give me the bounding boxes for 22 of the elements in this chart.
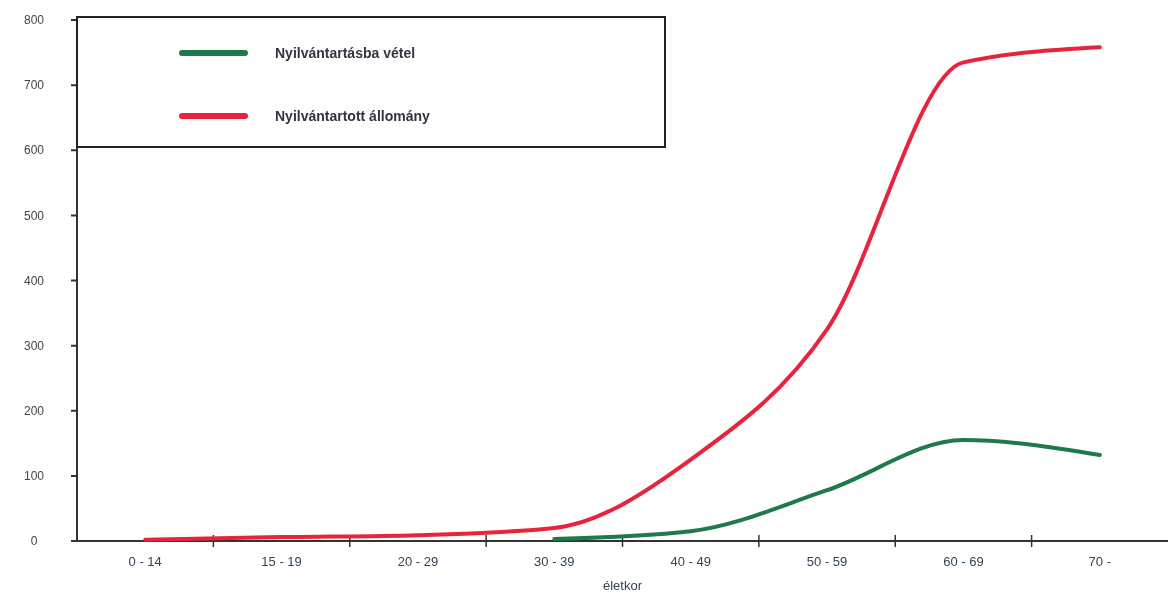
x-tick-label: 0 - 14 — [128, 554, 162, 569]
y-tick-label: 100 — [23, 469, 45, 484]
x-tick-label: 15 - 19 — [261, 554, 302, 569]
y-tick-label: 600 — [23, 143, 45, 158]
x-tick-label: 60 - 69 — [943, 554, 984, 569]
x-tick-label: 50 - 59 — [806, 554, 848, 569]
y-tick-label: 300 — [23, 338, 45, 353]
x-tick-label: 70 - — [1088, 554, 1112, 569]
y-tick-label: 200 — [23, 403, 45, 418]
y-tick-label: 800 — [23, 13, 45, 28]
line-series — [143, 45, 1102, 542]
legend-label: Nyilvántartott állomány — [275, 107, 431, 124]
x-axis-title: életkor — [602, 578, 643, 593]
y-tick-label: 700 — [23, 78, 45, 93]
y-tick-label: 500 — [23, 208, 45, 223]
x-tick-label: 20 - 29 — [397, 554, 439, 569]
y-tick-label: 0 — [30, 534, 38, 549]
x-tick-label: 30 - 39 — [534, 554, 575, 569]
line-series — [552, 438, 1102, 542]
legend-label: Nyilvántartásba vétel — [275, 44, 416, 61]
y-tick-label: 400 — [23, 273, 45, 288]
x-tick-label: 40 - 49 — [670, 554, 711, 569]
